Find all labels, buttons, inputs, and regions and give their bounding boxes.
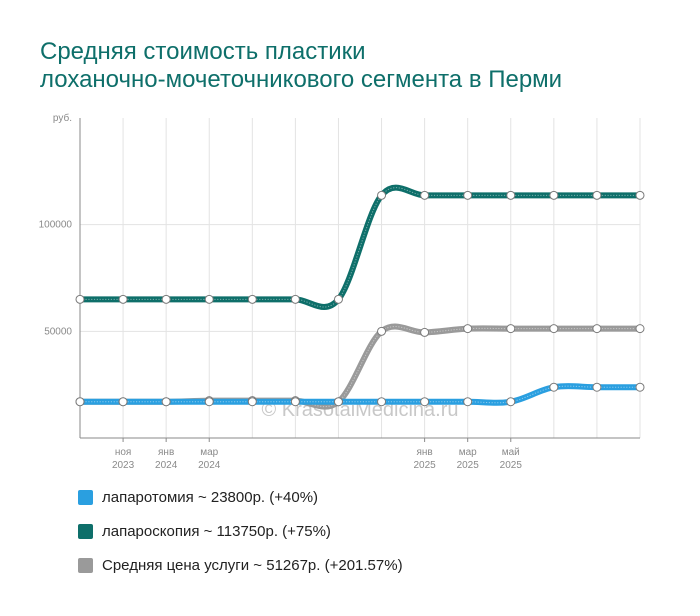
x-tick-label-year: 2025 [457,460,480,471]
data-point [290,397,300,407]
data-point [75,397,85,407]
data-point [333,294,343,304]
data-point [420,190,430,200]
legend-item: Средняя цена услуги ~ 51267р. (+201.57%) [78,556,403,574]
legend-swatch [78,557,93,573]
legend-label: Средняя цена услуги ~ 51267р. (+201.57%) [102,556,403,574]
data-point [161,397,171,407]
y-tick-label: 50000 [44,326,72,337]
x-tick-label-month: янв [416,447,432,458]
x-tick-label-year: 2025 [500,460,523,471]
x-tick-label-year: 2024 [198,460,221,471]
series-line [77,323,643,410]
data-point [118,397,128,407]
chart-title-line-2: лоханочно-мочеточникового сегмента в Пер… [40,66,563,93]
data-point [75,294,85,304]
x-tick-label-year: 2025 [413,460,436,471]
y-tick-label: 100000 [39,220,73,231]
data-point [420,397,430,407]
data-point [290,294,300,304]
line-chart: © KrasotaiMedicina.ru 50000100000руб.ноя… [39,112,645,471]
data-point [161,294,171,304]
data-point [592,324,602,334]
data-point [118,294,128,304]
legend-item: лапароскопия ~ 113750р. (+75%) [78,522,403,540]
x-tick-label-month: мар [459,447,477,458]
data-point [463,397,473,407]
data-point [549,324,559,334]
x-tick-label-month: ноя [115,447,132,458]
legend-swatch [78,489,93,505]
data-point [204,397,214,407]
data-point [506,324,516,334]
data-point [463,324,473,334]
data-point [377,326,387,336]
data-point [549,382,559,392]
data-point [247,397,257,407]
grid [79,118,641,438]
series-1 [77,184,643,310]
data-point [333,397,343,407]
data-point [635,190,645,200]
x-tick-label-month: май [502,447,520,458]
data-point [247,294,257,304]
data-point [204,294,214,304]
x-tick-label-month: янв [158,447,174,458]
data-point [377,397,387,407]
data-point [463,190,473,200]
legend-label: лапаротомия ~ 23800р. (+40%) [102,488,319,506]
legend-label: лапароскопия ~ 113750р. (+75%) [102,522,331,540]
data-point [635,324,645,334]
data-point [377,190,387,200]
series-line-texture [80,187,640,308]
x-tick-label-year: 2023 [112,460,135,471]
legend-item: лапаротомия ~ 23800р. (+40%) [78,488,403,506]
data-point [506,190,516,200]
data-point [592,190,602,200]
legend: лапаротомия ~ 23800р. (+40%) лапароскопия… [78,488,403,590]
data-point [635,382,645,392]
series-line [77,184,643,310]
legend-swatch [78,523,93,539]
series-2 [77,323,643,410]
axes: 50000 100000 руб. ноя 2023 янв 2024 мар 2024 янв 2… [39,112,640,471]
data-point [506,397,516,407]
x-tick-label-year: 2024 [155,460,178,471]
data-point [592,382,602,392]
data-point [420,327,430,337]
y-axis-unit-label: руб. [53,112,72,124]
markers [75,190,645,407]
chart-title-line-1: Средняя стоимость пластики [40,38,366,65]
data-point [549,190,559,200]
chart-title: Средняя стоимость пластики лоханочно-моч… [40,38,660,94]
x-tick-label-month: мар [200,447,218,458]
